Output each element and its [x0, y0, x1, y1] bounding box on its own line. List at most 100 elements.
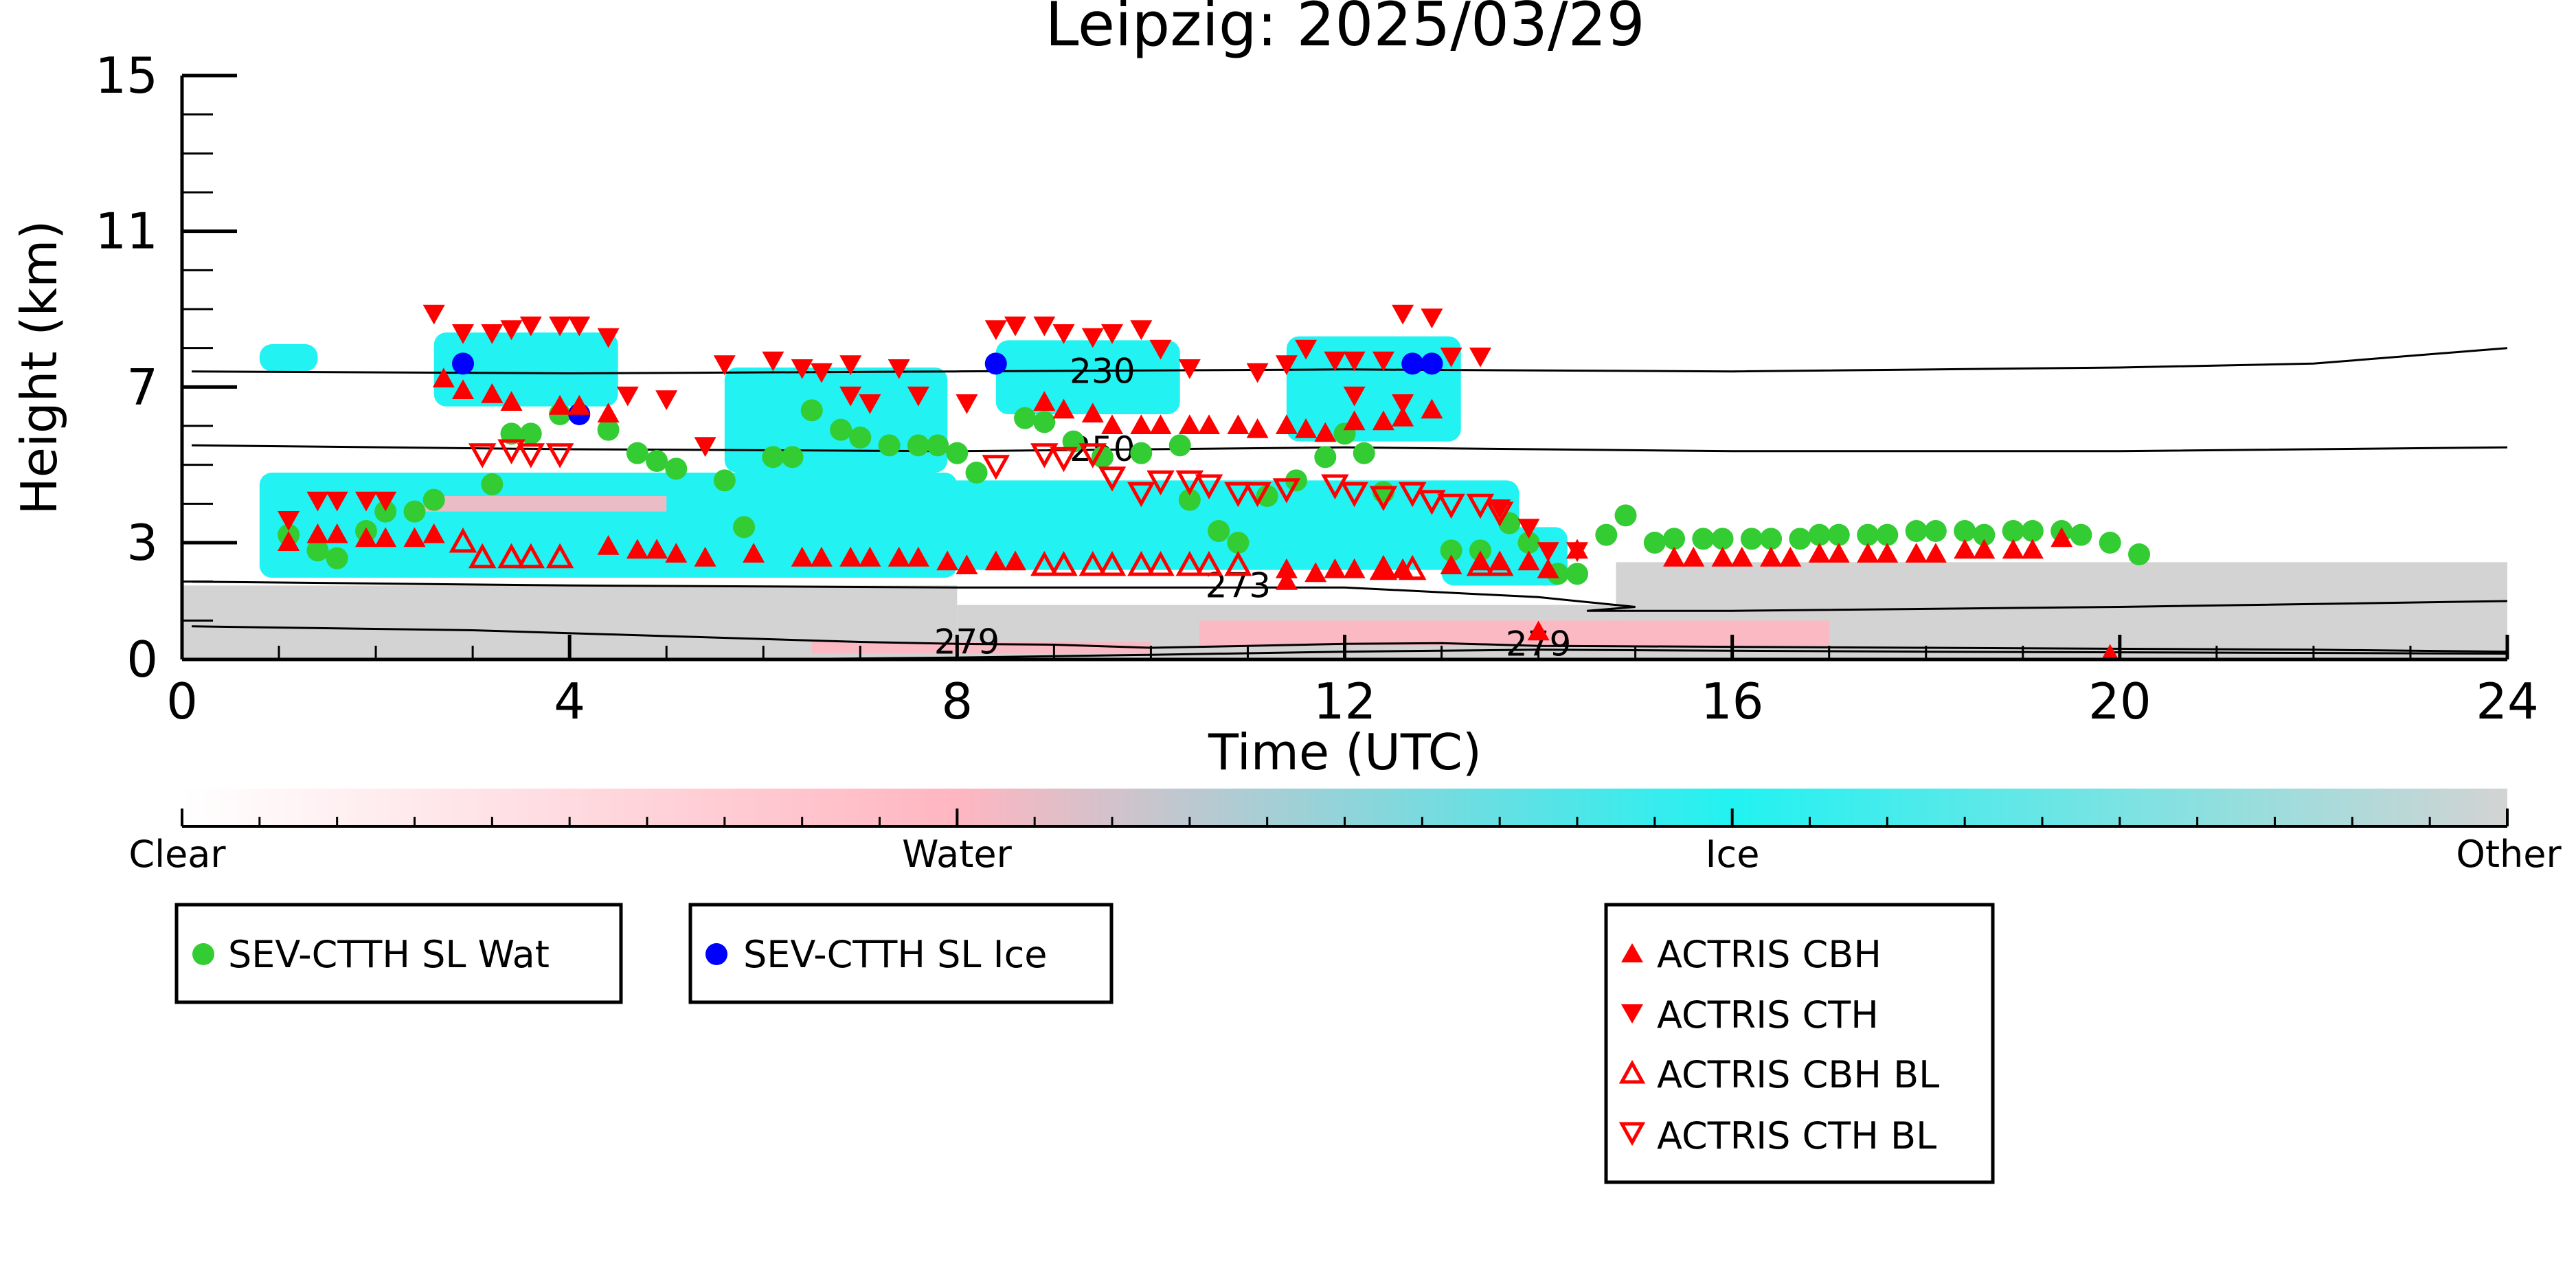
legend-label-actris-cth-bl: ACTRIS CTH BL [1657, 1114, 1936, 1157]
data-point [481, 473, 504, 495]
x-tick-label: 4 [554, 673, 585, 730]
data-point [500, 320, 523, 341]
data-point [1711, 528, 1734, 550]
data-point [1275, 414, 1298, 434]
data-point [1275, 558, 1298, 578]
data-point [1954, 539, 1976, 559]
legend-label-actris-cbh: ACTRIS CBH [1657, 933, 1882, 976]
data-point [946, 442, 969, 464]
data-point [1353, 442, 1375, 464]
mask-region-water [1199, 620, 1829, 646]
data-point [1324, 351, 1346, 372]
data-point [403, 500, 426, 523]
data-point [1401, 352, 1424, 375]
data-point [1149, 339, 1172, 360]
data-point [1343, 558, 1366, 578]
cloud-markers [278, 304, 2151, 659]
data-point [597, 328, 620, 348]
data-point [374, 527, 397, 547]
data-point [1372, 558, 1394, 578]
data-point [1275, 569, 1298, 590]
data-point [1973, 539, 1996, 559]
data-point [597, 403, 620, 422]
data-point [713, 355, 736, 376]
classification-colorbar: Clear Water Ice Other [128, 789, 2562, 876]
data-point [1091, 446, 1114, 468]
data-point [1149, 414, 1172, 434]
data-point [1485, 501, 1514, 527]
legend-marker-triangle-down-open [1618, 1122, 1646, 1146]
data-point [1614, 504, 1637, 527]
data-point [326, 491, 348, 512]
y-tick-label: 11 [95, 203, 158, 260]
data-point [2128, 543, 2151, 565]
data-point [1369, 486, 1398, 511]
data-point [1440, 539, 1462, 562]
data-point [1924, 520, 1947, 542]
data-point [278, 531, 300, 551]
data-point [1052, 398, 1075, 419]
data-point [1466, 551, 1495, 576]
data-point [781, 446, 804, 468]
legend-label-actris-cbh-bl: ACTRIS CBH BL [1657, 1053, 1939, 1096]
data-point [1314, 422, 1337, 442]
data-point [1227, 414, 1250, 434]
data-point [2021, 539, 2044, 559]
x-tick-label: 8 [941, 673, 973, 730]
data-point [1789, 528, 1811, 550]
contour-label: 273 [1206, 565, 1271, 605]
data-point [1421, 308, 1443, 329]
data-point [1175, 551, 1204, 576]
contour-line [192, 580, 2507, 612]
data-point [810, 363, 833, 383]
data-point [1485, 551, 1514, 576]
data-point [1127, 482, 1155, 508]
legend-box [1604, 903, 1995, 1184]
data-point [2050, 527, 2073, 547]
data-point [1517, 519, 1540, 539]
data-point [2002, 539, 2024, 559]
colorbar-label-ice: Ice [1706, 833, 1760, 876]
data-point [1808, 543, 1831, 563]
data-point [1517, 550, 1540, 571]
data-point [1343, 351, 1366, 372]
data-point [1127, 551, 1155, 576]
data-point [1760, 528, 1783, 550]
data-point [1227, 532, 1250, 554]
legend-sev-ice: SEV-CTTH SL Ice [688, 903, 1114, 1004]
data-point [956, 394, 978, 414]
data-point [1246, 363, 1269, 383]
data-point [1178, 359, 1201, 379]
data-point [497, 439, 526, 464]
data-point [1372, 410, 1394, 431]
data-point [1398, 482, 1427, 508]
data-point [1663, 546, 1685, 567]
legend-label-actris-cth: ACTRIS CTH [1657, 993, 1879, 1037]
data-point [481, 324, 504, 344]
data-point [1195, 551, 1223, 576]
data-point [713, 469, 736, 492]
data-point [1905, 520, 1928, 542]
data-point [1779, 546, 1802, 567]
data-point [1905, 543, 1928, 563]
legend-marker-triangle-down-filled [1621, 1004, 1643, 1024]
data-point [519, 316, 542, 337]
data-point [1418, 490, 1446, 515]
data-point [1321, 474, 1349, 499]
data-point [1208, 520, 1230, 542]
data-point [1466, 493, 1495, 519]
data-point [1050, 447, 1078, 473]
data-point [468, 443, 497, 468]
data-point [1469, 539, 1491, 562]
data-point [1130, 320, 1153, 341]
data-point [791, 546, 813, 567]
data-point [1324, 558, 1346, 578]
data-point [403, 527, 426, 547]
data-point [810, 546, 833, 567]
data-point [1081, 328, 1104, 348]
data-point [2101, 644, 2119, 659]
data-point [1595, 523, 1618, 546]
data-point [549, 316, 572, 337]
data-point [907, 434, 929, 457]
data-point [1033, 411, 1056, 433]
